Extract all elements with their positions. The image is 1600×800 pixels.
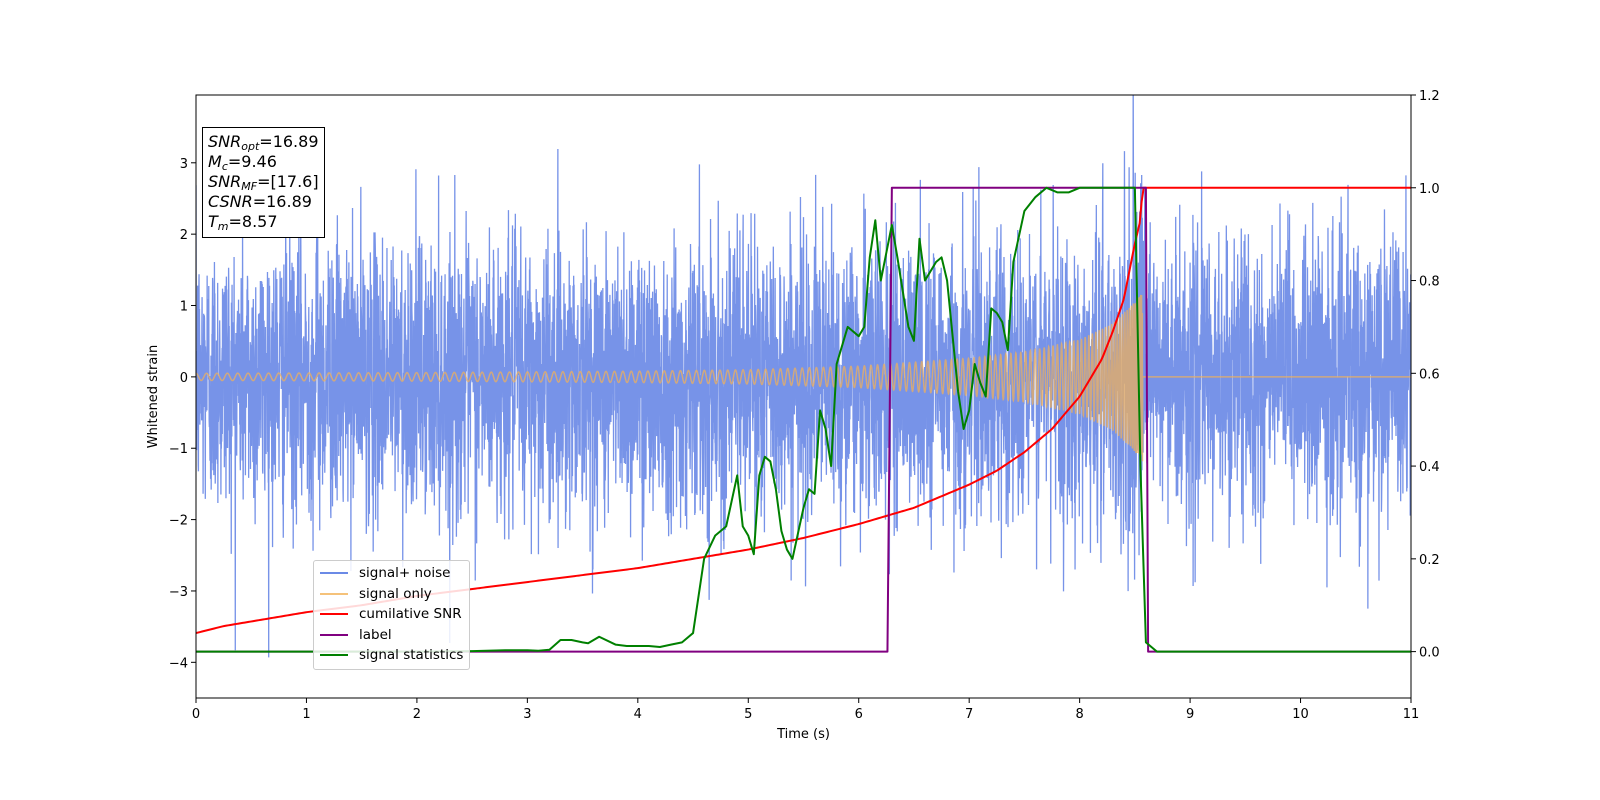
series-signal-noise [196,95,1411,658]
y-tick-label: 3 [180,157,188,172]
y2-tick-label: 0.4 [1419,460,1440,475]
legend-item: cumilative SNR [320,604,463,625]
x-tick-label: 1 [302,707,310,722]
series-signal-only [196,294,1411,462]
x-tick-label: 5 [744,707,752,722]
info-csnr: CSNR=16.89 [208,192,312,211]
x-tick-label: 3 [523,707,531,722]
y2-tick-label: 0.2 [1419,553,1440,568]
legend: signal+ noise signal only cumilative SNR… [313,560,471,670]
x-tick-label: 9 [1186,707,1194,722]
y-axis-label: Whitened strain [146,345,161,448]
x-axis-label: Time (s) [776,727,830,742]
info-box: SNRopt=16.89 Mc=9.46 SNRMF=[17.6] CSNR=1… [202,127,325,238]
y-tick-label: 0 [180,371,188,386]
x-tick-label: 11 [1403,707,1420,722]
y2-tick-label: 0.8 [1419,275,1440,290]
legend-swatch [320,633,348,636]
legend-item: signal+ noise [320,563,463,584]
legend-label: signal statistics [359,647,464,664]
legend-label: cumilative SNR [359,606,462,623]
y2-tick-label: 0.6 [1419,367,1440,382]
x-tick-label: 4 [634,707,642,722]
y-tick-label: −2 [169,514,188,529]
y2-tick-label: 1.2 [1419,89,1440,104]
y-tick-label: 1 [180,300,188,315]
legend-item: signal only [320,584,463,605]
legend-swatch [320,654,348,657]
y-tick-label: 2 [180,228,188,243]
legend-swatch [320,592,348,595]
y-tick-label: −3 [169,585,188,600]
series-signal-statistics [196,186,1411,653]
legend-item: label [320,625,463,646]
y2-tick-label: 1.0 [1419,182,1440,197]
x-tick-label: 8 [1075,707,1083,722]
info-snr-opt: SNRopt=16.89 [208,132,319,153]
y-tick-label: −4 [169,656,188,671]
axes-frame [195,94,1412,699]
x-tick-label: 2 [413,707,421,722]
x-tick-label: 6 [855,707,863,722]
info-snr-mf: SNRMF=[17.6] [208,172,319,193]
legend-label: signal+ noise [359,565,451,582]
x-tick-label: 7 [965,707,973,722]
legend-label: label [359,626,392,643]
legend-label: signal only [359,585,432,602]
info-tm: Tm=8.57 [208,212,278,233]
y2-tick-label: 0.0 [1419,646,1440,661]
legend-swatch [320,613,348,616]
x-tick-label: 0 [192,707,200,722]
y-tick-label: −1 [169,442,188,457]
x-tick-label: 10 [1292,707,1309,722]
legend-swatch [320,572,348,575]
info-mc: Mc=9.46 [208,152,277,173]
legend-item: signal statistics [320,645,463,666]
